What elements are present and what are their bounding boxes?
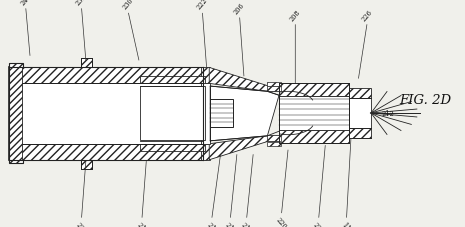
Text: FIG. 2D: FIG. 2D	[399, 93, 452, 106]
Bar	[349, 128, 371, 138]
Bar	[279, 84, 349, 96]
Text: 232: 232	[74, 0, 88, 7]
Bar	[140, 76, 205, 87]
Text: 210: 210	[205, 220, 219, 227]
Text: 230: 230	[121, 0, 135, 11]
Bar	[267, 136, 281, 141]
Bar	[22, 68, 203, 84]
Bar	[140, 141, 205, 151]
Bar	[81, 59, 92, 68]
Text: 206: 206	[232, 1, 246, 16]
Text: 218: 218	[135, 220, 149, 227]
Text: 118: 118	[339, 220, 353, 227]
Bar	[201, 84, 210, 144]
Bar	[267, 82, 281, 87]
Bar	[140, 87, 205, 141]
Bar	[210, 100, 233, 127]
Polygon shape	[209, 68, 279, 92]
Polygon shape	[209, 136, 279, 160]
Bar	[81, 160, 92, 169]
Bar	[9, 64, 23, 163]
Text: 226: 226	[360, 8, 374, 23]
Bar	[349, 89, 371, 99]
Text: 240: 240	[19, 0, 33, 7]
Bar	[279, 131, 349, 143]
Bar	[201, 144, 210, 160]
Text: 216: 216	[223, 220, 237, 227]
Text: 222: 222	[195, 0, 209, 11]
Text: 208: 208	[288, 8, 302, 23]
Bar	[81, 59, 92, 68]
Bar	[279, 96, 349, 131]
Text: 224: 224	[312, 220, 326, 227]
Bar	[81, 160, 92, 169]
Bar	[267, 86, 281, 92]
Text: 232: 232	[74, 220, 88, 227]
Bar	[267, 142, 281, 146]
Text: 212: 212	[381, 109, 394, 118]
Bar	[22, 84, 203, 144]
Bar	[349, 99, 371, 128]
Bar	[201, 68, 210, 84]
Text: 220: 220	[274, 216, 288, 227]
Polygon shape	[210, 87, 279, 141]
Text: 214: 214	[239, 220, 253, 227]
Bar	[22, 144, 203, 160]
